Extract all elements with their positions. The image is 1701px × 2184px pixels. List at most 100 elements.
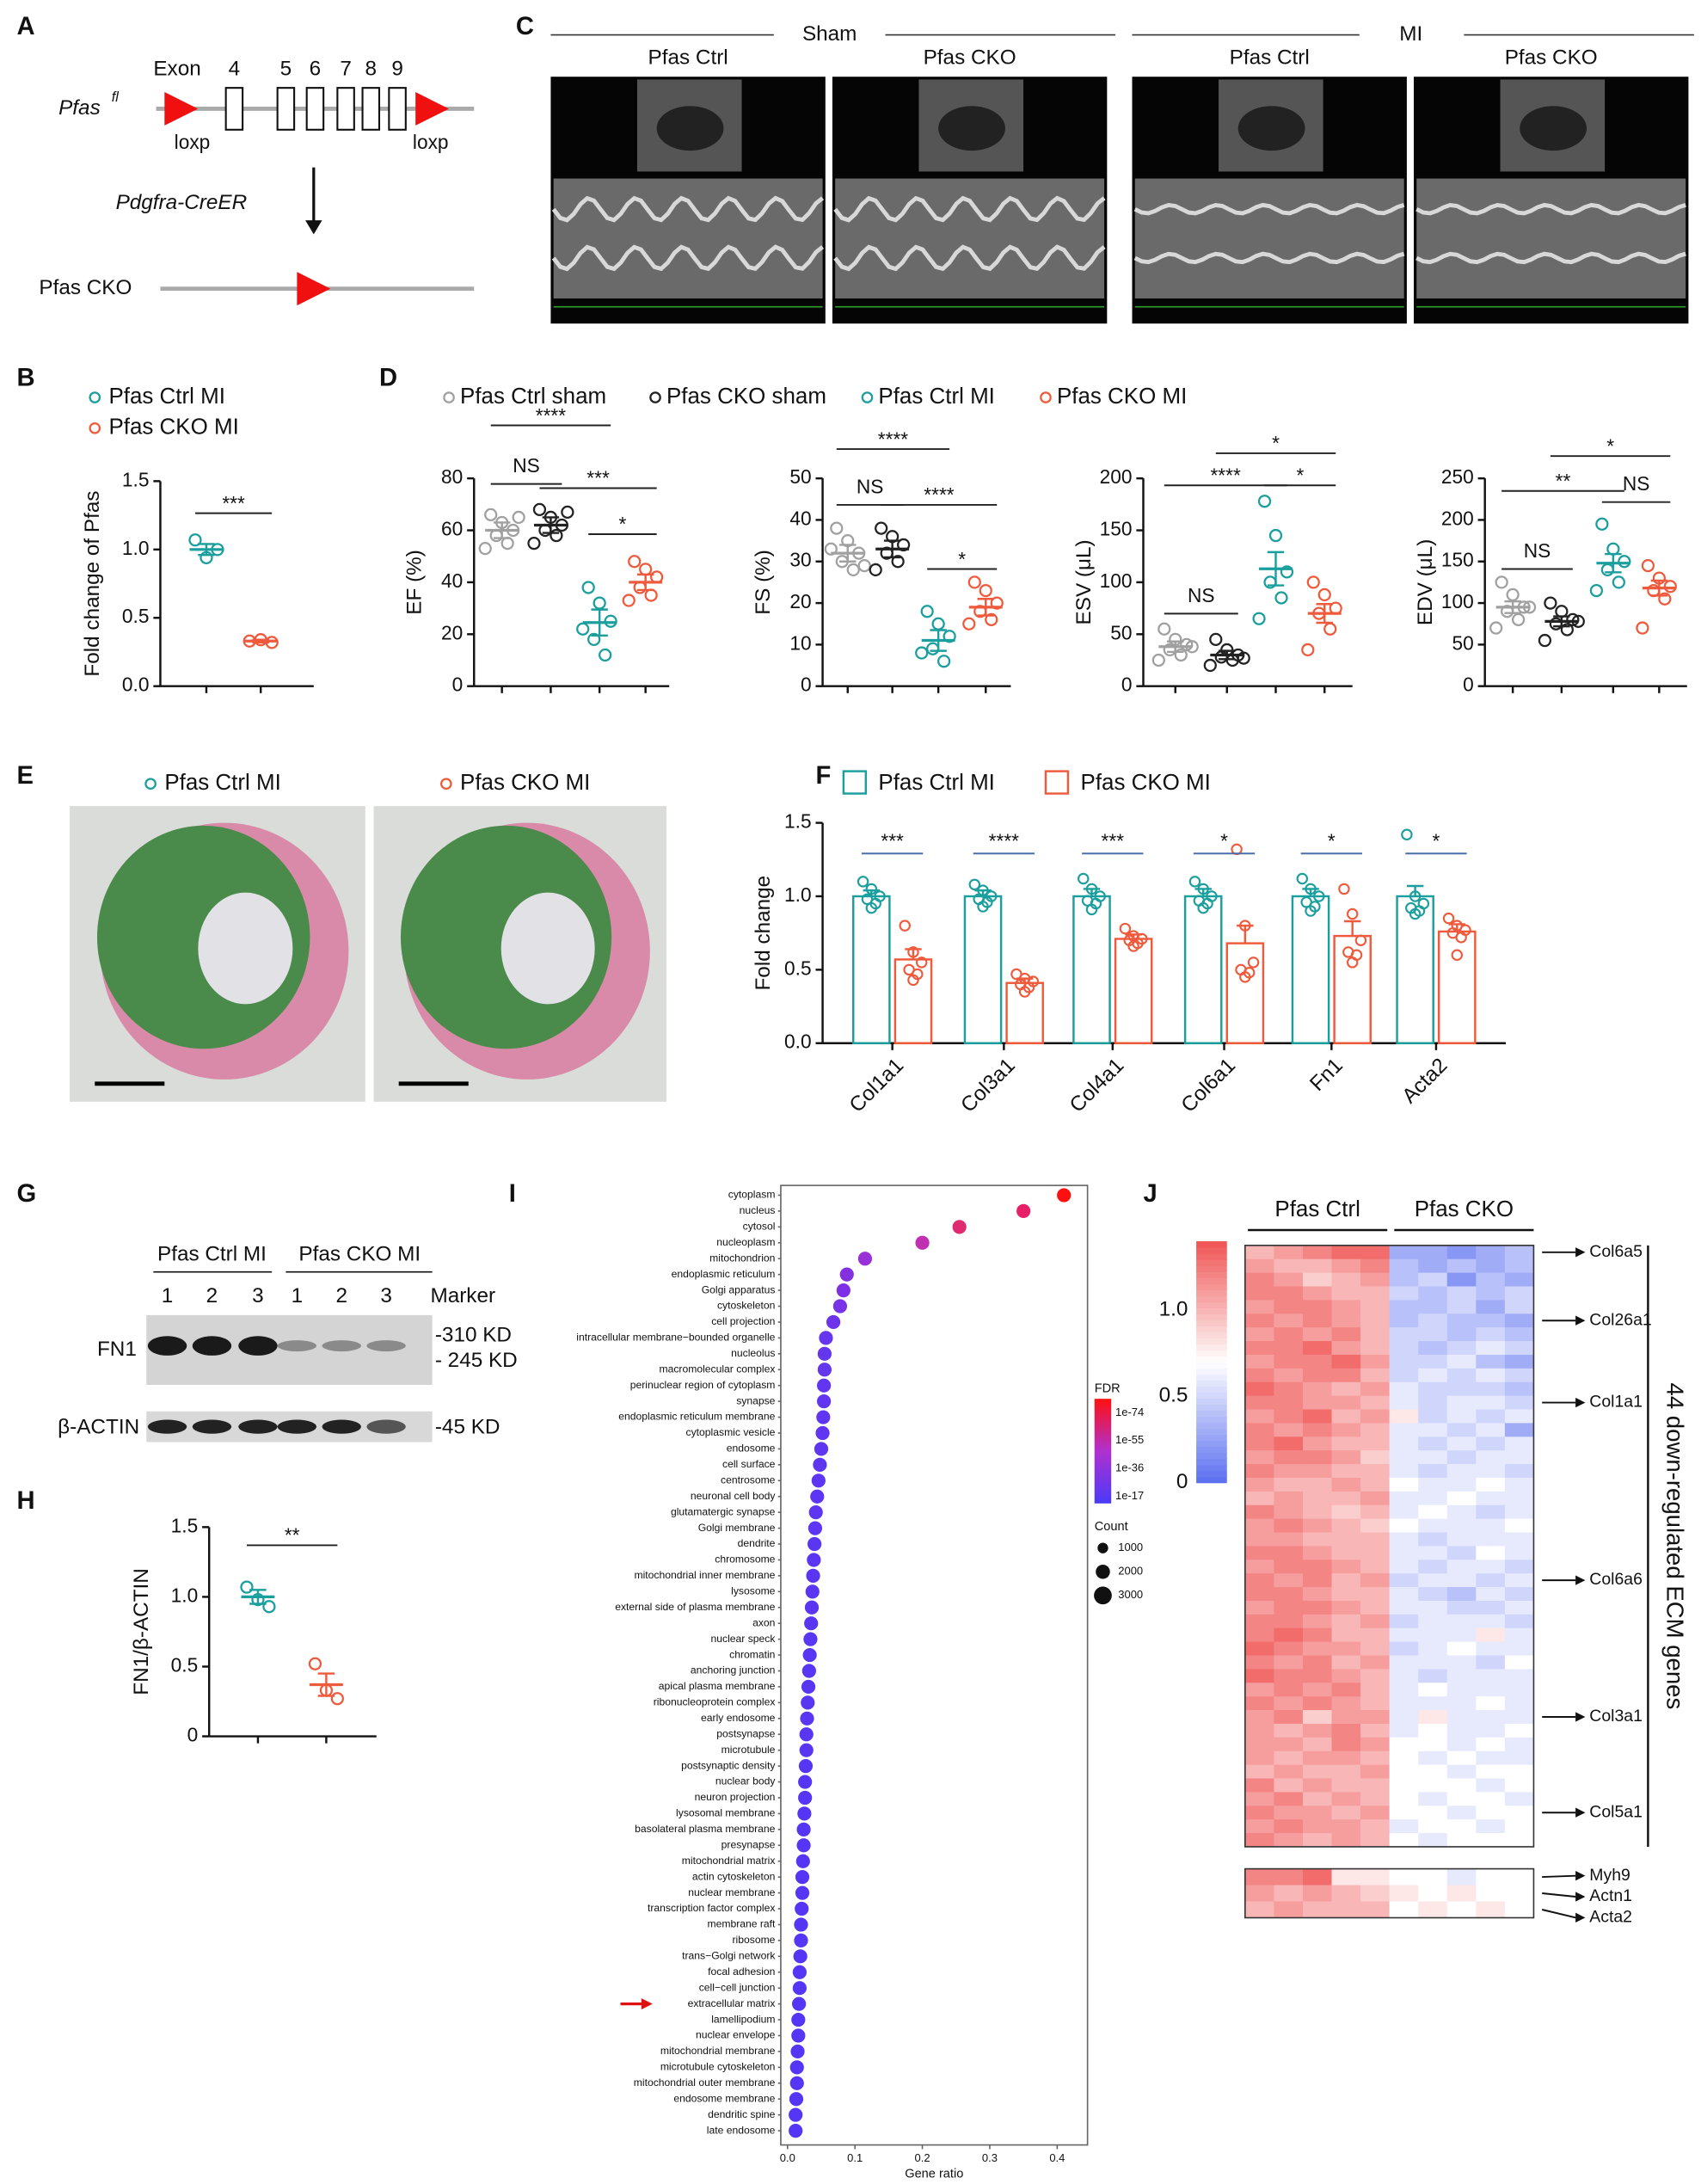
heatmap-cell: [1360, 1450, 1391, 1465]
heatmap-cell: [1331, 1341, 1361, 1356]
heatmap-cell: [1274, 1354, 1304, 1369]
term-dot: [819, 1331, 833, 1345]
x-tick-label: 0.0: [780, 2151, 795, 2164]
heatmap-cell: [1360, 1245, 1391, 1260]
y-tick-label: 200: [1441, 507, 1474, 529]
heatmap-cell: [1446, 1750, 1477, 1766]
heatmap-cell: [1331, 1245, 1361, 1260]
heatmap-cell: [1446, 1272, 1477, 1287]
term-label: nucleoplasm: [716, 1236, 775, 1248]
legend-marker: [1044, 770, 1070, 795]
heatmap-cell: [1476, 1655, 1506, 1670]
heatmap-cell: [1446, 1655, 1477, 1670]
heatmap-cell: [1476, 1354, 1506, 1369]
lane-label: 1: [162, 1284, 174, 1307]
term-label: extracellular matrix: [688, 1997, 776, 2009]
colorbar-step: [1196, 1338, 1227, 1344]
colorbar-step: [1196, 1476, 1227, 1484]
term-label: anchoring junction: [691, 1664, 776, 1676]
bar: [1225, 942, 1265, 1044]
y-axis-label: FS (%): [752, 550, 775, 615]
legend-label: Pfas CKO sham: [666, 385, 826, 409]
heatmap-cell: [1418, 1450, 1448, 1465]
heatmap-cell: [1446, 1901, 1477, 1918]
term-label: nucleolus: [731, 1347, 775, 1359]
heatmap-cell: [1389, 1286, 1419, 1301]
heatmap-cell: [1360, 1655, 1391, 1670]
data-point: [899, 920, 911, 932]
heatmap-cell: [1302, 1614, 1333, 1629]
y-tick-label: 20: [441, 621, 463, 643]
heatmap-cell: [1244, 1532, 1274, 1547]
heatmap-cell: [1244, 1258, 1274, 1274]
column-group-label: Pfas CKO: [1415, 1197, 1514, 1221]
heatmap-cell: [1274, 1437, 1304, 1451]
heatmap-cell: [1360, 1368, 1391, 1383]
heatmap-cell: [1302, 1546, 1333, 1560]
heatmap-cell: [1418, 1518, 1448, 1533]
heatmap-cell: [1389, 1587, 1419, 1602]
data-point: [1354, 934, 1367, 946]
highlight-arrow-head: [641, 1998, 653, 2010]
term-label: dendrite: [738, 1537, 776, 1549]
heatmap-cell: [1244, 1450, 1274, 1465]
term-dot: [798, 1759, 814, 1774]
heatmap-cell: [1244, 1423, 1274, 1437]
heatmap-cell: [1302, 1833, 1333, 1848]
data-point: [593, 596, 606, 610]
term-dot: [795, 1870, 810, 1885]
data-point: [1555, 605, 1569, 618]
data-point: [262, 1600, 276, 1614]
heatmap-cell: [1302, 1764, 1333, 1779]
heatmap-cell: [1274, 1792, 1304, 1806]
data-point: [962, 617, 976, 631]
significance-label: ***: [586, 467, 610, 489]
term-dot: [796, 1838, 811, 1853]
heatmap-cell: [1418, 1313, 1448, 1328]
term-label: Golgi apparatus: [702, 1283, 776, 1295]
heatmap-cell: [1331, 1464, 1361, 1479]
heatmap-cell: [1446, 1245, 1477, 1260]
heatmap-cell: [1360, 1669, 1391, 1683]
side-label: 44 down-regulated ECM genes: [1661, 1383, 1688, 1710]
term-label: dendritic spine: [708, 2108, 776, 2120]
data-point: [1197, 901, 1209, 914]
heatmap-cell: [1418, 1587, 1448, 1602]
x-tick-label: Fn1: [1305, 1054, 1348, 1096]
term-label: intracellular membrane−bounded organelle: [576, 1332, 775, 1344]
heatmap-cell: [1331, 1437, 1361, 1451]
data-point: [937, 655, 951, 668]
panel-letter: G: [16, 1180, 36, 1208]
heatmap-cell: [1331, 1885, 1361, 1902]
heatmap-cell: [1360, 1868, 1391, 1886]
term-dot: [804, 1616, 819, 1631]
heatmap-cell: [1302, 1641, 1333, 1656]
heatmap-cell: [1418, 1409, 1448, 1424]
heatmap-cell: [1302, 1737, 1333, 1752]
heatmap-cell: [1476, 1491, 1506, 1506]
data-point: [561, 505, 574, 519]
heatmap-cell: [1244, 1614, 1274, 1629]
y-tick-label: 0.0: [784, 1030, 812, 1053]
data-point: [920, 605, 934, 618]
legend-label: Pfas Ctrl sham: [460, 385, 606, 409]
heatmap-cell: [1274, 1245, 1304, 1260]
term-dot: [792, 1981, 807, 1996]
term-dot: [795, 1854, 810, 1868]
heatmap-cell: [1360, 1627, 1391, 1643]
heatmap-cell: [1504, 1737, 1534, 1752]
data-point: [1506, 588, 1520, 602]
heatmap-cell: [1418, 1327, 1448, 1342]
heatmap-cell: [1274, 1300, 1304, 1314]
term-dot: [799, 1743, 814, 1757]
heatmap-cell: [1360, 1750, 1391, 1766]
heatmap-cell: [1360, 1546, 1391, 1560]
genotype-label: Pfas Ctrl: [648, 46, 728, 70]
data-point: [907, 946, 919, 958]
data-point: [1346, 907, 1359, 920]
data-point: [1663, 580, 1677, 594]
heatmap-cell: [1476, 1464, 1506, 1479]
y-tick-label: 0.5: [784, 957, 812, 979]
y-tick-label: 0.5: [122, 605, 150, 627]
heatmap-cell: [1274, 1600, 1304, 1615]
